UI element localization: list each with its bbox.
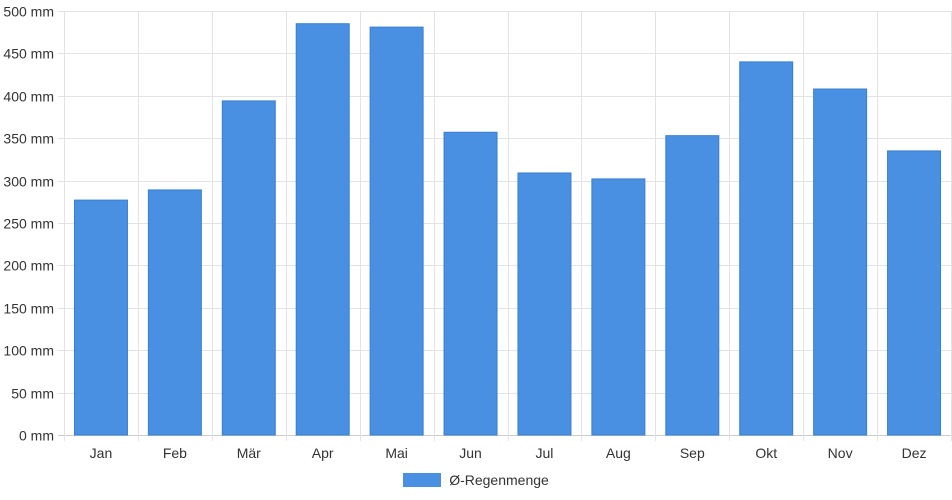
x-tick-label: Mai [385,445,408,461]
legend[interactable]: Ø-Regenmenge [0,472,952,488]
y-tick-label: 400 mm [3,89,54,105]
bar-jul[interactable] [517,172,572,436]
bar-chart: 0 mm 50 mm 100 mm 150 mm 200 mm 250 mm 300 mm 3… [3,4,952,461]
y-tick-label: 0 mm [19,428,54,444]
y-tick-label: 450 mm [3,46,54,62]
x-tick-label: Sep [680,445,705,461]
legend-swatch [403,473,442,487]
y-tick-label: 350 mm [3,131,54,147]
bar-jun[interactable] [443,131,498,436]
bar-apr[interactable] [295,23,350,436]
x-tick-label: Jul [536,445,554,461]
y-tick-label: 500 mm [3,4,54,20]
x-tick-label: Dez [902,445,927,461]
x-tick-label: Okt [755,445,777,461]
y-tick-label: 150 mm [3,301,54,317]
x-tick-label: Feb [163,445,187,461]
bar-mär[interactable] [221,100,276,436]
bar-dez[interactable] [887,150,942,436]
y-tick-label: 200 mm [3,258,54,274]
bar-jan[interactable] [73,199,128,436]
x-tick-label: Nov [828,445,853,461]
x-tick-label: Jun [459,445,482,461]
bar-aug[interactable] [591,178,646,436]
bar-mai[interactable] [369,26,424,436]
x-tick-label: Apr [312,445,334,461]
x-tick-label: Aug [606,445,631,461]
bar-nov[interactable] [813,88,868,436]
y-tick-label: 50 mm [11,386,54,402]
x-tick-label: Jan [90,445,113,461]
y-tick-label: 300 mm [3,174,54,190]
bar-sep[interactable] [665,135,720,436]
x-tick-label: Mär [237,445,261,461]
bar-feb[interactable] [147,189,202,436]
legend-label: Ø-Regenmenge [449,472,549,488]
bar-okt[interactable] [739,61,794,436]
y-tick-label: 100 mm [3,343,54,359]
y-tick-label: 250 mm [3,216,54,232]
